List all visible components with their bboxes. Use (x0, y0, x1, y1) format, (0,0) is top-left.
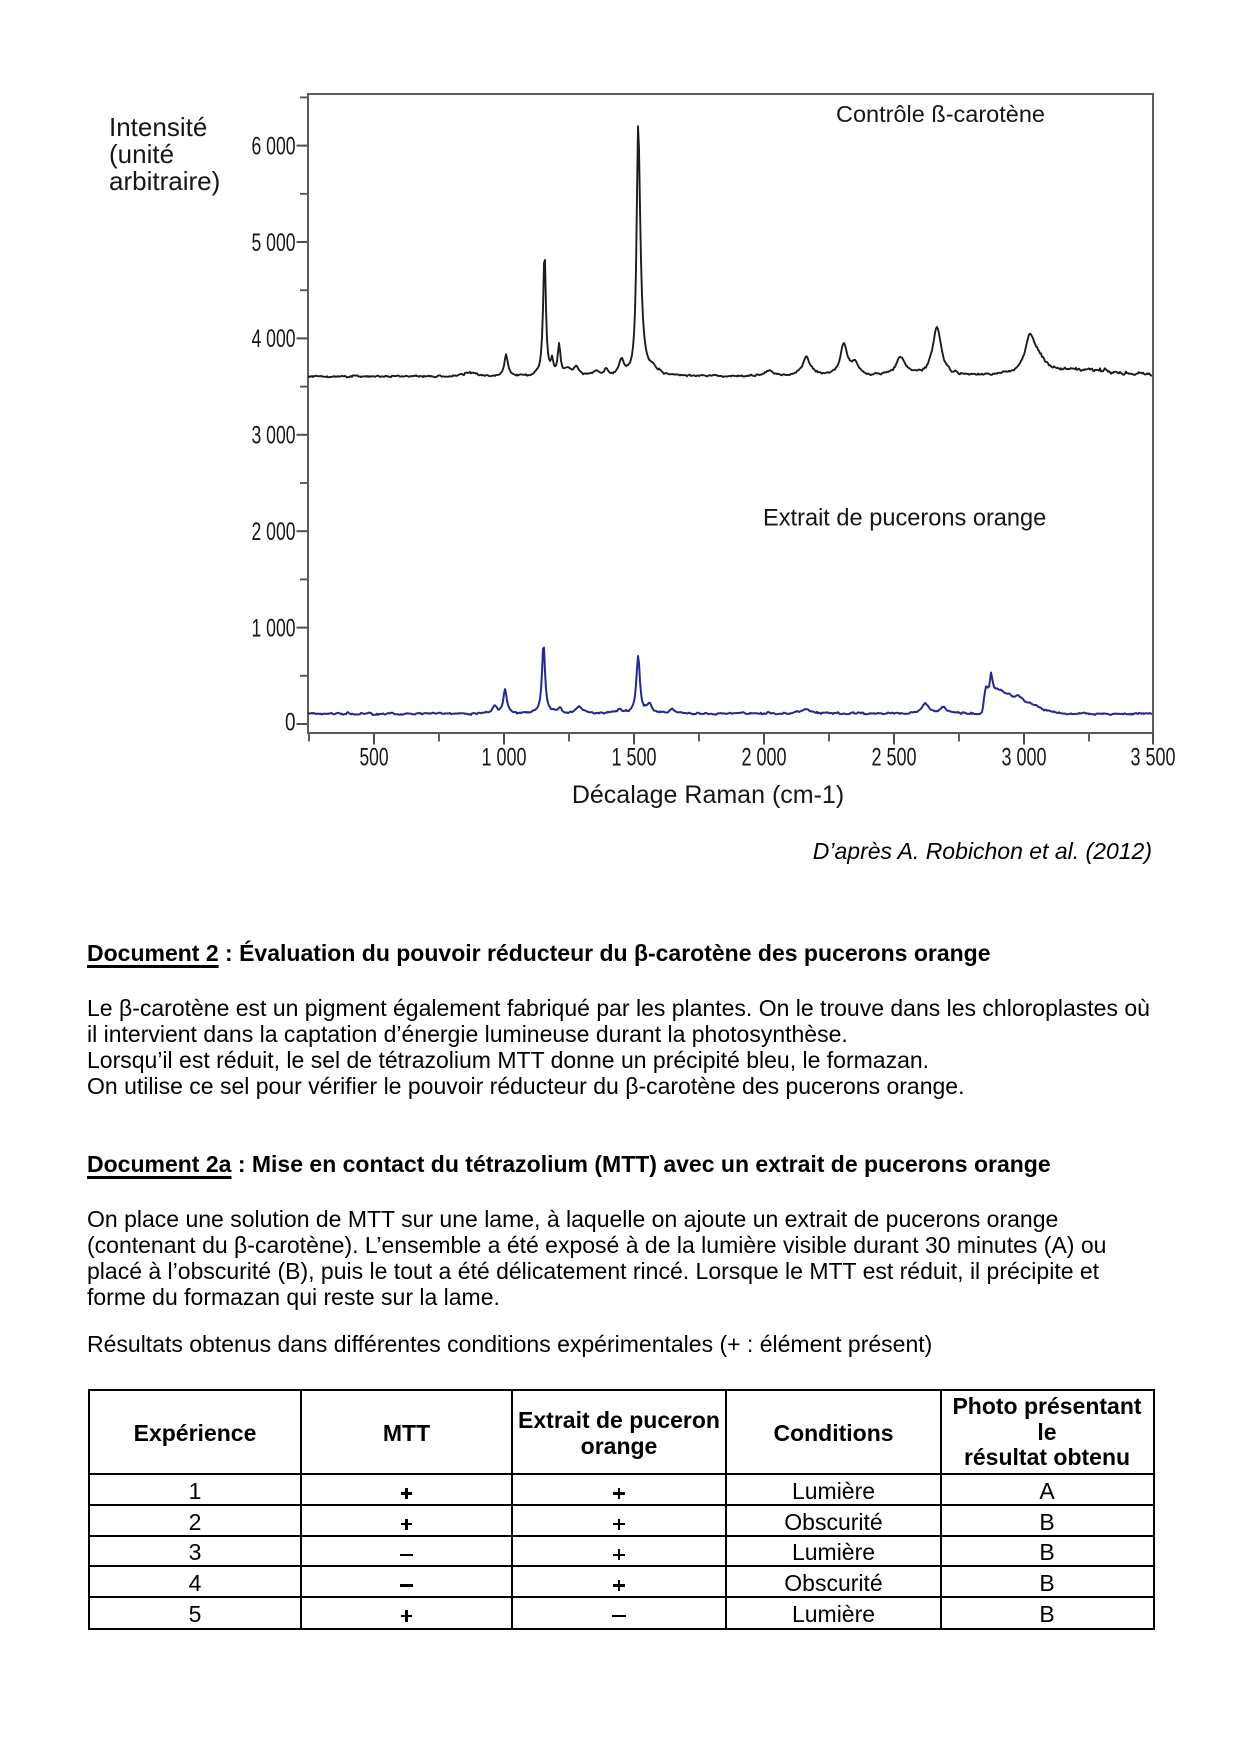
svg-text:2 500: 2 500 (872, 744, 917, 772)
svg-text:4 000: 4 000 (252, 325, 296, 353)
svg-text:Intensité: Intensité (109, 112, 207, 142)
svg-text:3 500: 3 500 (1131, 744, 1176, 772)
svg-text:Décalage Raman (cm-1): Décalage Raman (cm-1) (572, 781, 844, 809)
svg-text:arbitraire): arbitraire) (109, 166, 220, 196)
svg-text:(unité: (unité (109, 139, 174, 169)
svg-text:1 000: 1 000 (252, 614, 296, 642)
svg-text:6 000: 6 000 (252, 132, 296, 160)
svg-text:0: 0 (285, 709, 296, 737)
svg-text:3 000: 3 000 (1002, 744, 1047, 772)
svg-text:1 500: 1 500 (612, 744, 657, 772)
svg-text:2 000: 2 000 (252, 518, 296, 546)
svg-text:3 000: 3 000 (252, 422, 296, 450)
svg-text:500: 500 (360, 744, 389, 772)
svg-text:Contrôle ß-carotène: Contrôle ß-carotène (836, 101, 1045, 127)
svg-text:5 000: 5 000 (252, 229, 296, 257)
svg-text:1 000: 1 000 (482, 744, 527, 772)
svg-text:2 000: 2 000 (742, 744, 787, 772)
svg-text:Extrait de pucerons orange: Extrait de pucerons orange (763, 506, 1046, 532)
